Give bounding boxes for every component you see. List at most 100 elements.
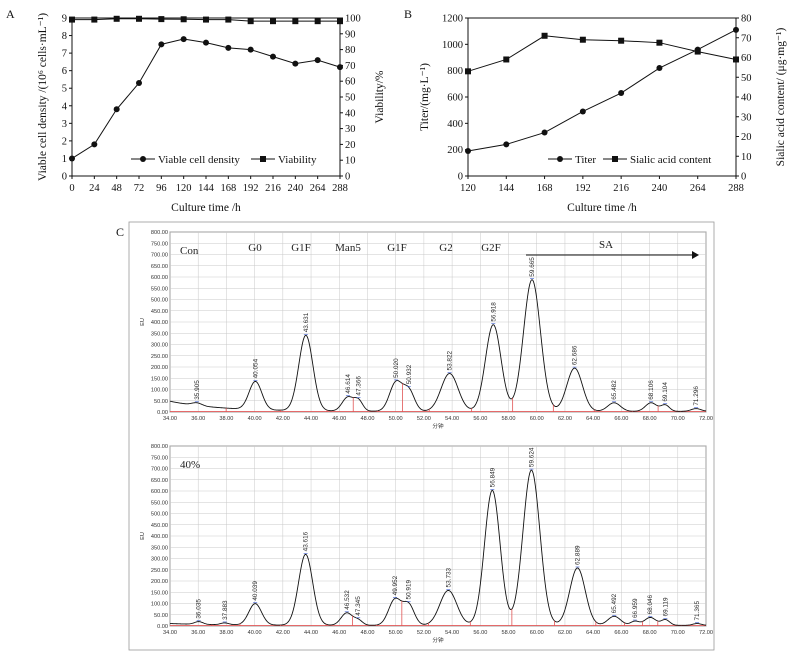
x-tick-label: 192 xyxy=(243,183,259,194)
sample-name: Con xyxy=(180,245,199,257)
x-tick-label: 66.00 xyxy=(614,416,628,422)
y-left-tick-label: 400 xyxy=(447,119,463,130)
y-tick-label: 550.00 xyxy=(151,286,168,292)
x-tick-label: 0 xyxy=(69,183,74,194)
y-tick-label: 800.00 xyxy=(151,230,168,236)
x-tick-label: 50.00 xyxy=(389,630,403,636)
legend-vcd-marker xyxy=(140,156,146,162)
point-viability xyxy=(180,16,187,23)
y-tick-label: 200.00 xyxy=(151,365,168,371)
y-right-tick-label: 10 xyxy=(345,156,356,167)
panel-a-series xyxy=(69,15,343,162)
peak-rt-label: 53.822 xyxy=(447,350,454,370)
point-viable-cell-density xyxy=(314,57,321,64)
x-tick-label: 46.00 xyxy=(332,416,346,422)
panel-b-ticks: 120 144 168 192 216 240 264 2880200400600800100… xyxy=(442,14,752,195)
glycan-label-sa: SA xyxy=(599,239,613,251)
x-tick-label: 216 xyxy=(265,183,281,194)
point-titer xyxy=(503,141,510,148)
y-tick-label: 0.00 xyxy=(157,624,168,630)
y-tick-label: 500.00 xyxy=(151,298,168,304)
x-tick-label: 36.00 xyxy=(191,630,205,636)
panel-c-plots: 0.00 50.00 100.00 150.00 200.00 250.00 300.00 3… xyxy=(140,230,713,644)
panel-a-legend: Viable cell density Viability xyxy=(131,154,317,166)
glycan-label-g2: G2 xyxy=(439,242,452,254)
legend-sialic-label: Sialic acid content xyxy=(630,154,711,166)
panel-a-xlabel: Culture time /h xyxy=(171,202,241,214)
point-titer xyxy=(733,26,739,33)
point-viable-cell-density xyxy=(225,44,232,51)
y-axis-label: EU xyxy=(140,318,146,326)
peak-rt-label: 68.106 xyxy=(648,380,655,400)
legend-titer-marker xyxy=(557,156,563,162)
x-axis-label: 分钟 xyxy=(432,422,444,430)
peak-rt-label: 69.104 xyxy=(662,382,669,402)
point-sialic-acid-content xyxy=(541,32,548,39)
chromatogram-trace xyxy=(169,279,707,412)
point-titer xyxy=(579,108,586,115)
x-tick-label: 120 xyxy=(176,183,192,194)
x-tick-label: 64.00 xyxy=(586,630,600,636)
peak-rt-label: 36.035 xyxy=(196,599,203,619)
y-tick-label: 750.00 xyxy=(151,455,168,461)
point-viability xyxy=(136,15,142,22)
x-tick-label: 58.00 xyxy=(502,630,516,636)
y-right-tick-label: 70 xyxy=(741,33,752,44)
y-left-tick-label: 4 xyxy=(62,101,68,112)
y-tick-label: 150.00 xyxy=(151,590,168,596)
x-tick-label: 44.00 xyxy=(304,416,318,422)
point-viable-cell-density xyxy=(91,141,98,148)
x-tick-label: 38.00 xyxy=(219,416,233,422)
x-tick-label: 144 xyxy=(498,183,515,194)
y-right-tick-label: 70 xyxy=(345,61,356,72)
chromatogram-con: 0.00 50.00 100.00 150.00 200.00 250.00 300.00 3… xyxy=(140,230,713,430)
point-viability xyxy=(203,16,209,23)
point-viable-cell-density xyxy=(270,53,276,60)
y-tick-label: 700.00 xyxy=(151,467,168,473)
x-tick-label: 54.00 xyxy=(445,416,459,422)
y-tick-label: 100.00 xyxy=(151,388,168,394)
y-tick-label: 300.00 xyxy=(151,557,168,563)
peak-rt-label: 47.345 xyxy=(355,596,362,616)
point-titer xyxy=(656,65,663,72)
x-tick-label: 50.00 xyxy=(389,416,403,422)
y-tick-label: 600.00 xyxy=(151,489,168,495)
chromatogram-trace xyxy=(169,469,707,626)
y-left-tick-label: 1000 xyxy=(442,40,463,51)
x-tick-label: 66.00 xyxy=(614,630,628,636)
panel-a: A 0 24 48 72 96 120 144 168 192 216 240 264 28801234… xyxy=(6,7,386,214)
peak-rt-label: 46.532 xyxy=(344,590,351,610)
peak-rt-label: 50.919 xyxy=(406,579,413,599)
x-tick-label: 56.00 xyxy=(473,630,487,636)
y-left-tick-label: 600 xyxy=(447,93,463,104)
y-right-tick-label: 30 xyxy=(741,112,752,123)
y-right-tick-label: 60 xyxy=(741,53,752,64)
y-tick-label: 650.00 xyxy=(151,264,168,270)
y-left-tick-label: 8 xyxy=(62,31,67,42)
x-tick-label: 96 xyxy=(156,183,167,194)
y-tick-label: 700.00 xyxy=(151,253,168,259)
y-tick-label: 500.00 xyxy=(151,512,168,518)
peak-rt-label: 56.849 xyxy=(489,467,496,487)
point-sialic-acid-content xyxy=(503,56,510,63)
y-tick-label: 450.00 xyxy=(151,309,168,315)
panel-a-letter: A xyxy=(6,7,15,21)
point-viable-cell-density xyxy=(158,41,165,48)
peak-rt-label: 37.883 xyxy=(222,600,229,620)
peak-rt-label: 40.039 xyxy=(252,581,259,601)
x-tick-label: 36.00 xyxy=(191,416,205,422)
y-left-tick-label: 1 xyxy=(62,154,67,165)
peak-rt-label: 50.932 xyxy=(406,364,413,384)
y-tick-label: 350.00 xyxy=(151,331,168,337)
panel-b-series xyxy=(465,26,739,154)
point-sialic-acid-content xyxy=(733,56,739,63)
x-tick-label: 288 xyxy=(728,183,744,194)
peak-rt-label: 59.665 xyxy=(529,257,536,277)
point-sialic-acid-content xyxy=(694,48,701,55)
point-viability xyxy=(91,16,98,23)
point-viability xyxy=(247,18,254,25)
x-tick-label: 48 xyxy=(111,183,122,194)
x-tick-label: 264 xyxy=(310,183,327,194)
point-titer xyxy=(541,129,548,136)
x-tick-label: 68.00 xyxy=(643,416,657,422)
